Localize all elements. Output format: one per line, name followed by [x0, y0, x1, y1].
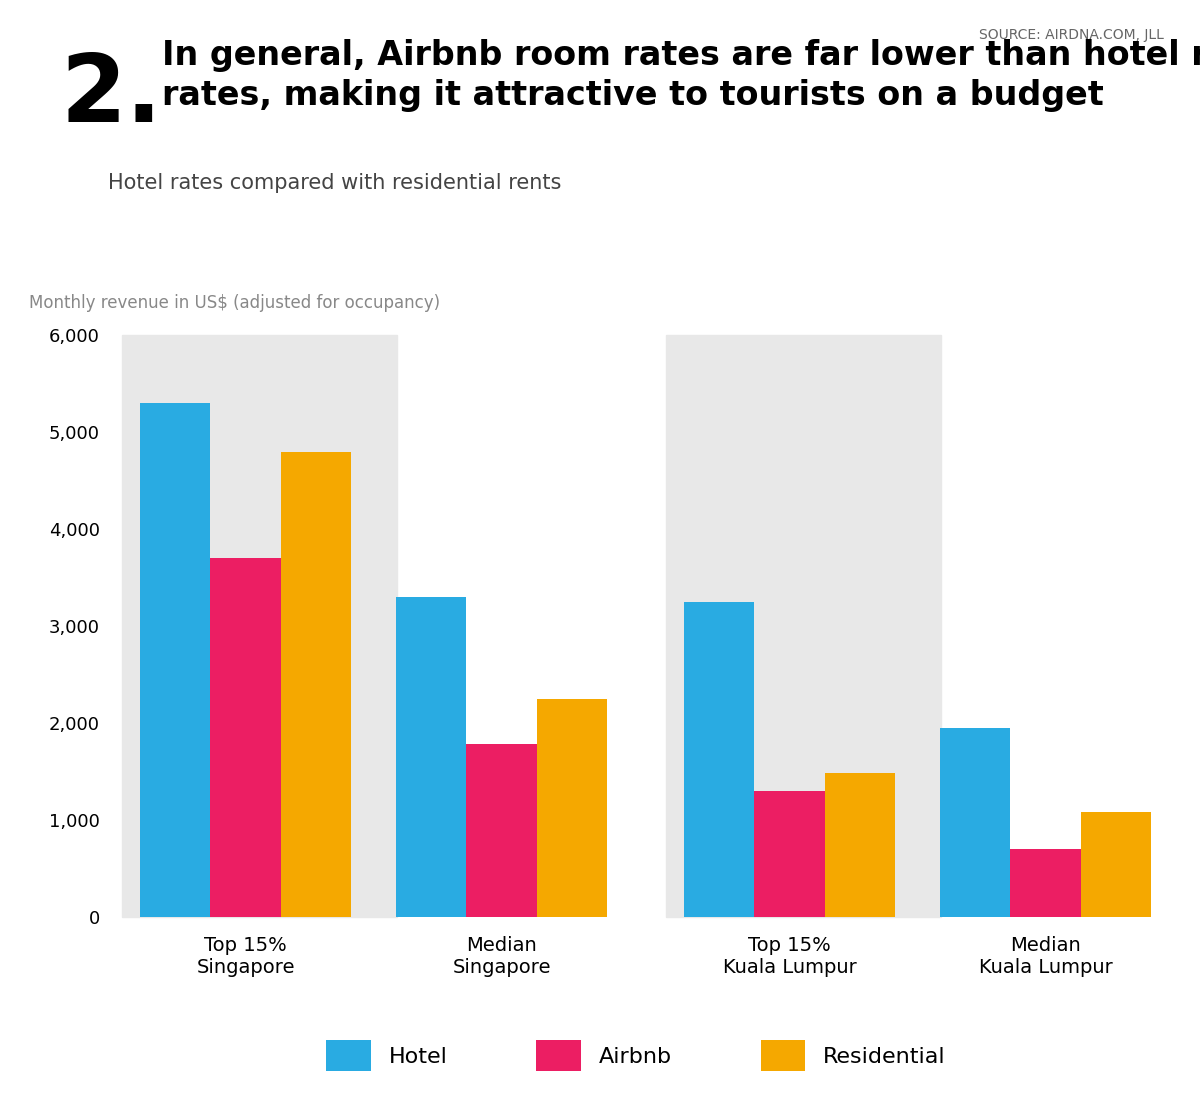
Text: Monthly revenue in US$ (adjusted for occupancy): Monthly revenue in US$ (adjusted for occ… [29, 294, 440, 312]
Bar [396, 597, 467, 917]
Bar [210, 558, 281, 917]
Bar [684, 601, 755, 917]
Bar [281, 452, 352, 917]
Bar [467, 745, 536, 917]
Text: 2.: 2. [60, 50, 162, 142]
Bar [755, 790, 824, 917]
Bar [824, 774, 895, 917]
Bar [140, 404, 210, 917]
Bar [536, 699, 607, 917]
Text: Hotel rates compared with residential rents: Hotel rates compared with residential re… [108, 173, 562, 193]
Bar [940, 728, 1010, 917]
Bar [1081, 812, 1151, 917]
Bar [666, 335, 941, 917]
Bar [1010, 849, 1081, 917]
Text: In general, Airbnb room rates are far lower than hotel room
rates, making it att: In general, Airbnb room rates are far lo… [162, 39, 1200, 112]
Legend: Hotel, Airbnb, Residential: Hotel, Airbnb, Residential [318, 1031, 954, 1080]
Bar [122, 335, 397, 917]
Text: SOURCE: AIRDNA.COM, JLL: SOURCE: AIRDNA.COM, JLL [979, 28, 1164, 42]
